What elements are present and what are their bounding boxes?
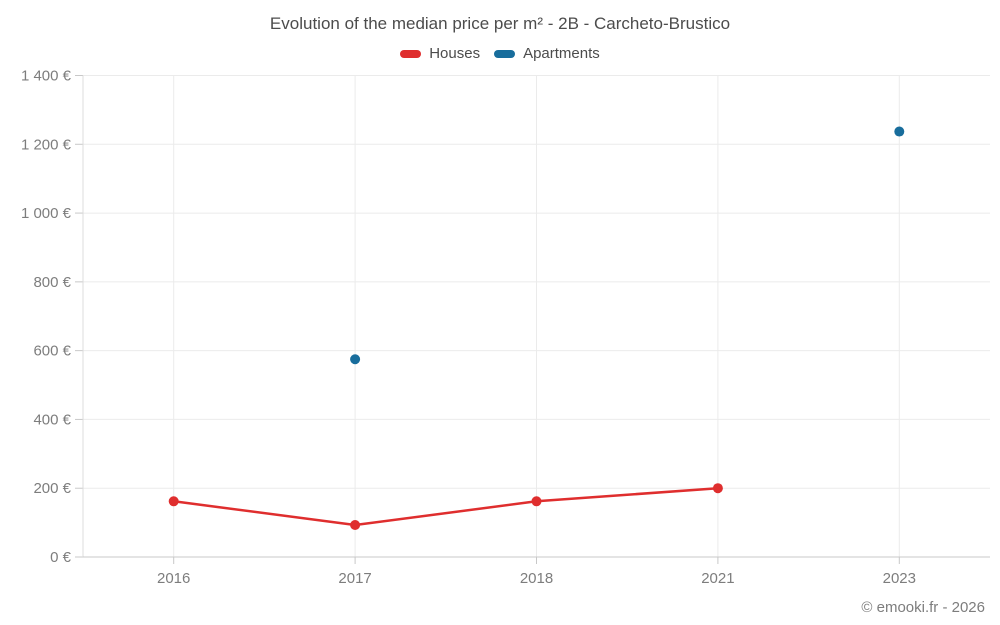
y-tick-label: 1 200 € xyxy=(21,136,72,153)
legend-item-houses[interactable]: Houses xyxy=(400,45,480,62)
houses-point-2016[interactable] xyxy=(168,496,179,507)
chart-legend: Houses Apartments xyxy=(0,45,1000,62)
apartments-point-2017[interactable] xyxy=(350,354,361,365)
y-tick-label: 800 € xyxy=(33,274,71,291)
x-tick-label: 2018 xyxy=(520,570,553,587)
legend-label: Apartments xyxy=(523,45,600,62)
x-tick-label: 2023 xyxy=(883,570,916,587)
houses-point-2017[interactable] xyxy=(350,520,361,531)
houses-line xyxy=(172,486,720,527)
legend-swatch-houses xyxy=(400,49,422,58)
x-tick-label: 2021 xyxy=(701,570,734,587)
chart-title: Evolution of the median price per m² - 2… xyxy=(269,14,731,33)
houses-point-2018[interactable] xyxy=(531,496,542,507)
y-tick-label: 0 € xyxy=(50,549,72,566)
legend-label: Houses xyxy=(429,45,481,62)
y-tick-label: 200 € xyxy=(33,480,71,497)
houses-point-2021[interactable] xyxy=(712,483,723,494)
y-tick-label: 400 € xyxy=(33,411,71,428)
x-tick-label: 2016 xyxy=(157,570,190,587)
x-tick-label: 2017 xyxy=(338,570,371,587)
y-tick-label: 600 € xyxy=(33,343,71,360)
apartments-point-2023[interactable] xyxy=(894,126,905,137)
copyright-note: © emooki.fr - 2026 xyxy=(861,599,985,616)
y-tick-label: 1 400 € xyxy=(21,68,72,85)
legend-swatch-apartments xyxy=(494,49,516,58)
y-tick-label: 1 000 € xyxy=(21,205,72,222)
legend-item-apartments[interactable]: Apartments xyxy=(494,45,600,62)
